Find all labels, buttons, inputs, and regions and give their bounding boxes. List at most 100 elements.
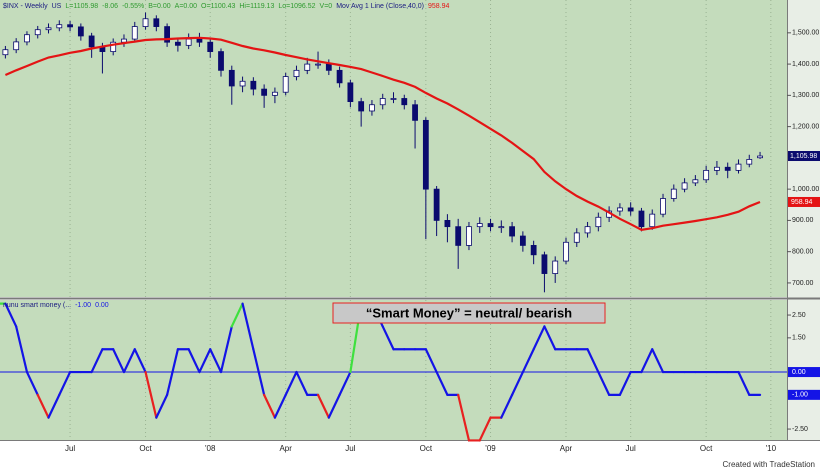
candle-body	[616, 207, 623, 212]
indicator-segment	[209, 348, 223, 374]
indicator-segment	[586, 348, 600, 374]
indicator-segment	[532, 325, 546, 351]
candle-body	[466, 226, 472, 246]
indicator-last-label: -1.00	[792, 392, 808, 399]
candle-body	[379, 98, 386, 106]
candle-body	[757, 155, 763, 159]
indicator-segment	[252, 348, 266, 396]
candle-body	[638, 210, 645, 228]
indicator-segment	[478, 416, 492, 442]
x-tick-label: Oct	[139, 444, 152, 453]
indicator-last-box	[788, 389, 820, 400]
header-text: A=0.00	[175, 3, 197, 10]
x-tick-label: Apr	[560, 444, 573, 453]
header-text: 958.94	[428, 3, 450, 10]
x-tick-label: Apr	[279, 444, 292, 453]
candle-body	[67, 24, 73, 28]
value-axis-area	[787, 0, 820, 440]
indicator-segment	[230, 302, 244, 328]
indicator-segment	[112, 348, 126, 374]
candle-body	[692, 179, 699, 184]
candle-body	[272, 91, 278, 96]
candle-body	[196, 38, 203, 43]
indicator-legend-value: 0.00	[95, 302, 109, 309]
candle-body	[563, 241, 569, 262]
candle-body	[77, 26, 84, 37]
candle-body	[584, 226, 591, 234]
indicator-segment	[155, 393, 169, 419]
last-price-label: 1,105.98	[790, 153, 817, 160]
indicator-segment	[198, 348, 212, 374]
indicator-segment	[263, 393, 277, 419]
candle-body	[444, 220, 451, 228]
indicator-legend-value: -1.00	[75, 302, 91, 309]
candle-body	[88, 35, 95, 48]
indicator-segment	[543, 325, 557, 351]
indicator-segment	[651, 348, 665, 374]
indicator-segment	[166, 348, 179, 396]
candle-body	[530, 245, 537, 256]
indicator-segment	[187, 348, 201, 374]
candle-body	[660, 198, 666, 215]
indicator-segment	[241, 302, 255, 351]
header-text: Hi=1119.13	[239, 3, 274, 10]
x-tick-label: '09	[485, 444, 496, 453]
indicator-segment	[284, 370, 298, 396]
candle-body	[714, 166, 720, 171]
candle-body	[56, 24, 63, 29]
candle-body	[627, 207, 634, 212]
candle-body	[13, 41, 20, 51]
header-text: $INX - Weekly	[3, 3, 48, 10]
indicator-segment	[338, 370, 352, 396]
indicator-segment	[424, 348, 438, 374]
indicator-segment	[58, 370, 72, 396]
candle-body	[735, 163, 742, 171]
candle-body	[519, 235, 526, 246]
candle-body	[45, 27, 52, 31]
candle-body	[746, 159, 753, 165]
indicator-segment	[327, 393, 341, 419]
y-tick-label: 700.00	[792, 280, 814, 287]
indicator-segment	[219, 325, 233, 374]
indicator-segment	[295, 370, 309, 396]
candle-body	[325, 63, 332, 71]
header-text: -8.06	[102, 3, 118, 10]
y-tick-label: 1,000.00	[792, 186, 819, 193]
candle-body	[121, 38, 127, 43]
indicator-segment	[510, 370, 524, 396]
header-text: US	[52, 3, 62, 10]
indicator-segment	[316, 393, 330, 419]
candle-body	[670, 188, 677, 199]
zero-box	[788, 367, 820, 378]
candle-body	[347, 82, 354, 103]
candle-body	[174, 41, 181, 46]
candle-body	[390, 98, 397, 100]
candle-body	[476, 223, 483, 228]
annotation-box	[332, 302, 606, 324]
indicator-segment	[381, 325, 395, 351]
y-tick-label: 1,400.00	[792, 61, 819, 68]
zero-label: 0.00	[792, 369, 806, 376]
moving-average-line	[4, 36, 761, 231]
candle-body	[401, 98, 408, 106]
candle-body	[412, 104, 418, 121]
candle-body	[261, 88, 268, 96]
candle-body	[487, 223, 494, 228]
indicator-segment	[500, 393, 514, 419]
candle-body	[34, 29, 41, 36]
indicator-segment	[457, 393, 471, 442]
candle-body	[164, 26, 171, 43]
header-text: L=1105.98	[65, 3, 98, 10]
candle-body	[649, 213, 656, 228]
indicator-segment	[521, 348, 535, 374]
candle-body	[131, 26, 138, 40]
header-text: -0.55%	[122, 3, 144, 10]
candle-body	[573, 232, 580, 243]
indicator-title: nunu smart money (...	[3, 302, 71, 309]
indicator-segment	[273, 393, 287, 419]
candle-body	[142, 18, 149, 27]
ma-last-box	[788, 196, 820, 207]
indicator-segment	[737, 370, 751, 396]
candle-body	[336, 69, 343, 84]
y-tick-label: 2.50	[792, 312, 806, 319]
